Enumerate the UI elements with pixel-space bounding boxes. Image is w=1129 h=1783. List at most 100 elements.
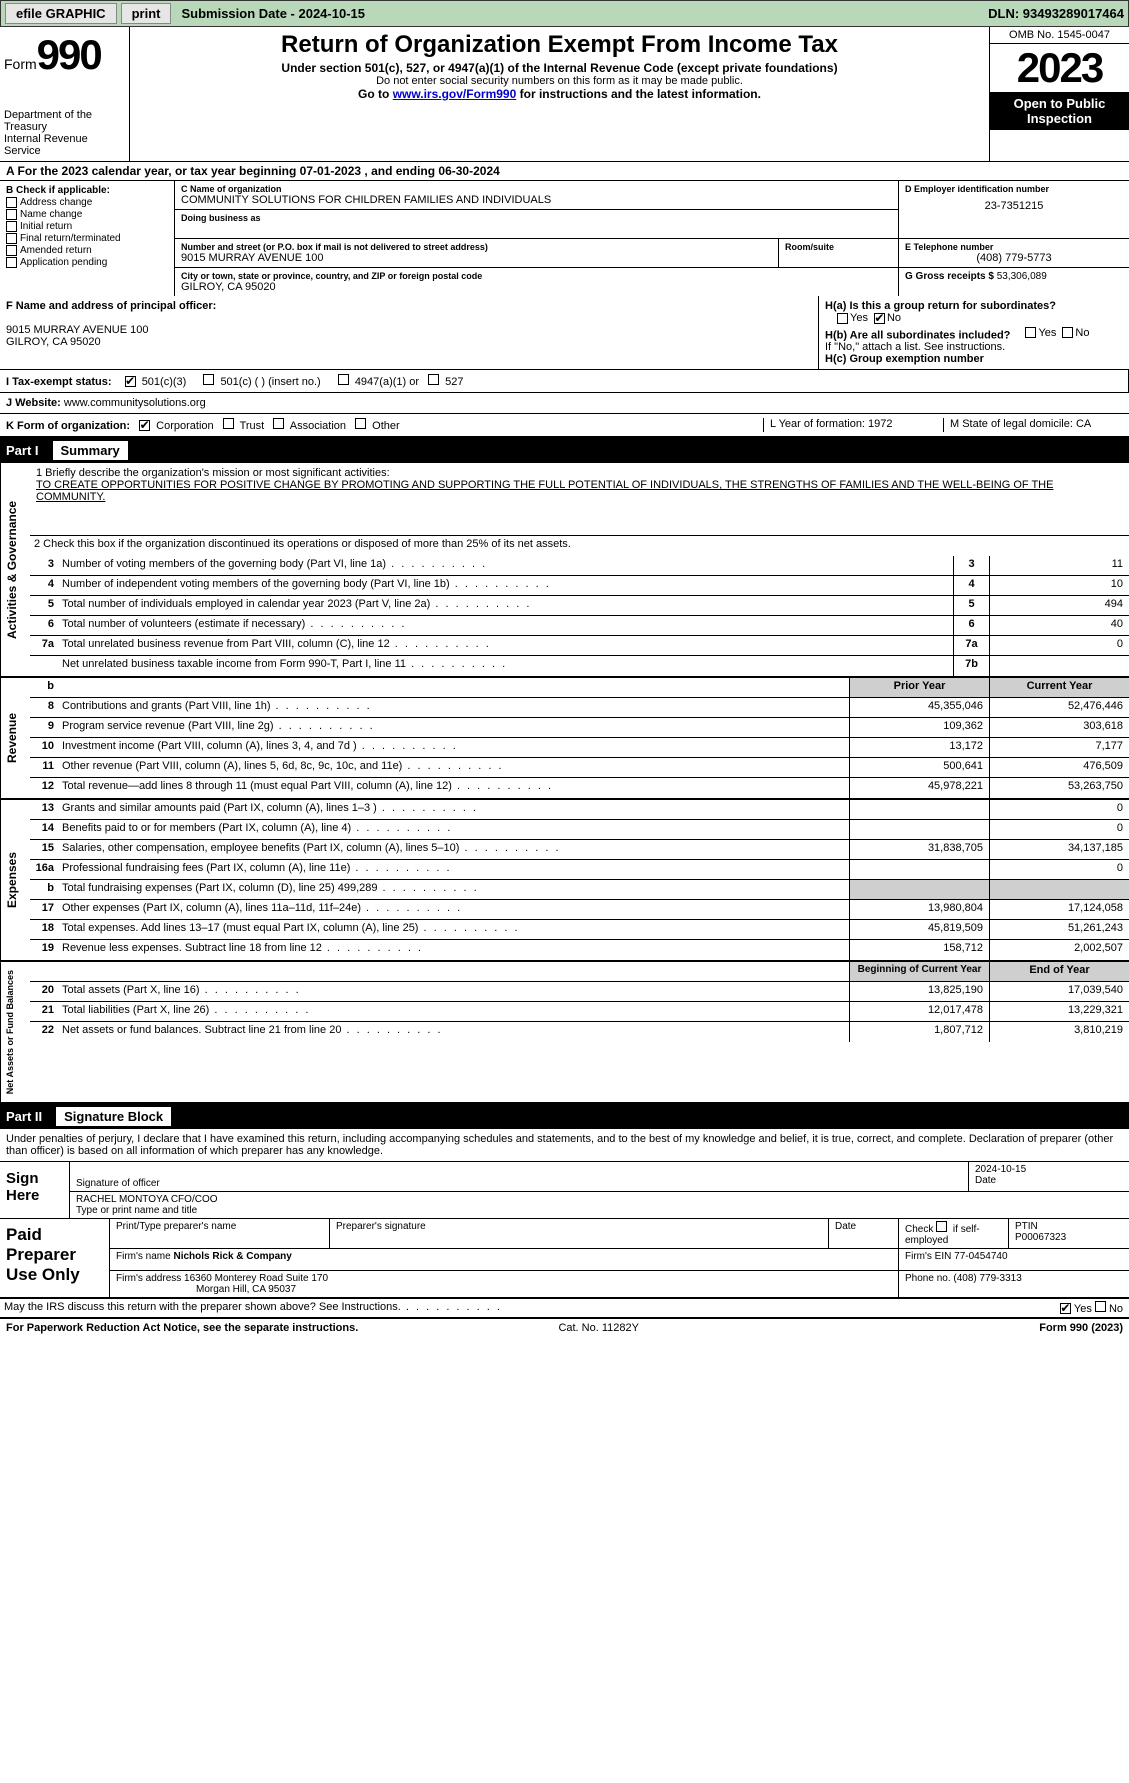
line-num: 10 xyxy=(30,738,58,757)
chk-trust[interactable] xyxy=(223,418,234,429)
gross-receipts-value: 53,306,089 xyxy=(997,271,1047,282)
mission-text: TO CREATE OPPORTUNITIES FOR POSITIVE CHA… xyxy=(36,479,1123,503)
line-num: 11 xyxy=(30,758,58,777)
line-num: 7a xyxy=(30,636,58,655)
current-year-value: 34,137,185 xyxy=(989,840,1129,859)
prior-year-value: 109,362 xyxy=(849,718,989,737)
firm-name-label: Firm's name xyxy=(116,1251,173,1262)
line-num: 12 xyxy=(30,778,58,798)
firm-addr2: Morgan Hill, CA 95037 xyxy=(116,1284,892,1295)
discuss-no[interactable] xyxy=(1095,1301,1106,1312)
top-toolbar: efile GRAPHIC print Submission Date - 20… xyxy=(0,0,1129,27)
current-year-value: 13,229,321 xyxy=(989,1002,1129,1021)
tax-status-label: I Tax-exempt status: xyxy=(6,376,112,388)
hb-note: If "No," attach a list. See instructions… xyxy=(825,341,1123,353)
current-year-value: 303,618 xyxy=(989,718,1129,737)
paid-preparer-label: Paid Preparer Use Only xyxy=(0,1219,110,1297)
line-2: 2 Check this box if the organization dis… xyxy=(30,536,1129,556)
current-year-value: 0 xyxy=(989,800,1129,819)
phone-value: (408) 779-5773 xyxy=(905,252,1123,264)
form-title: Return of Organization Exempt From Incom… xyxy=(136,31,983,59)
firm-addr1: 16360 Monterey Road Suite 170 xyxy=(184,1273,328,1284)
check-b-label: B Check if applicable: xyxy=(6,185,168,196)
row-f-h: F Name and address of principal officer:… xyxy=(0,296,1129,370)
form-footer: Form 990 (2023) xyxy=(1039,1322,1123,1334)
chk-final-return[interactable] xyxy=(6,233,17,244)
line-desc: Investment income (Part VIII, column (A)… xyxy=(58,738,849,757)
line-num: 17 xyxy=(30,900,58,919)
line-num: b xyxy=(30,880,58,899)
line-desc: Other revenue (Part VIII, column (A), li… xyxy=(58,758,849,777)
line-num: 6 xyxy=(30,616,58,635)
prior-year-value: 13,980,804 xyxy=(849,900,989,919)
prior-year-value xyxy=(849,860,989,879)
submission-date: Submission Date - 2024-10-15 xyxy=(181,6,365,21)
irs-label: Internal Revenue Service xyxy=(4,133,125,157)
prior-year-value: 31,838,705 xyxy=(849,840,989,859)
ptin-label: PTIN xyxy=(1015,1221,1123,1232)
line-num: 22 xyxy=(30,1022,58,1042)
current-year-value: 2,002,507 xyxy=(989,940,1129,960)
firm-ein: 77-0454740 xyxy=(954,1251,1007,1262)
print-button[interactable]: print xyxy=(121,3,172,24)
chk-initial-return[interactable] xyxy=(6,221,17,232)
line-desc: Total number of individuals employed in … xyxy=(58,596,953,615)
ha-no[interactable] xyxy=(874,313,885,324)
officer-name-label: Type or print name and title xyxy=(76,1205,1123,1216)
line-box: 7a xyxy=(953,636,989,655)
current-year-value: 3,810,219 xyxy=(989,1022,1129,1042)
line-num: 4 xyxy=(30,576,58,595)
line-desc: Benefits paid to or for members (Part IX… xyxy=(58,820,849,839)
irs-link[interactable]: www.irs.gov/Form990 xyxy=(393,87,517,101)
line-value: 11 xyxy=(989,556,1129,575)
state-domicile: M State of legal domicile: CA xyxy=(943,418,1123,432)
prior-year-value: 12,017,478 xyxy=(849,1002,989,1021)
chk-assoc[interactable] xyxy=(273,418,284,429)
line-desc: Number of voting members of the governin… xyxy=(58,556,953,575)
ln-b: b xyxy=(30,678,58,697)
current-year-value: 52,476,446 xyxy=(989,698,1129,717)
chk-self-employed[interactable] xyxy=(936,1221,947,1232)
chk-address-change[interactable] xyxy=(6,197,17,208)
form-subtitle-3: Go to www.irs.gov/Form990 for instructio… xyxy=(136,87,983,101)
line-desc: Contributions and grants (Part VIII, lin… xyxy=(58,698,849,717)
line-desc: Program service revenue (Part VIII, line… xyxy=(58,718,849,737)
officer-name: RACHEL MONTOYA CFO/COO xyxy=(76,1194,1123,1205)
chk-501c[interactable] xyxy=(203,374,214,385)
cat-no: Cat. No. 11282Y xyxy=(558,1322,639,1334)
prior-year-value xyxy=(849,880,989,899)
chk-other[interactable] xyxy=(355,418,366,429)
efile-button[interactable]: efile GRAPHIC xyxy=(5,3,117,24)
chk-corp[interactable] xyxy=(139,420,150,431)
website-value: www.communitysolutions.org xyxy=(64,397,206,409)
chk-name-change[interactable] xyxy=(6,209,17,220)
line-num: 3 xyxy=(30,556,58,575)
prior-year-value: 45,819,509 xyxy=(849,920,989,939)
line-num: 19 xyxy=(30,940,58,960)
chk-app-pending[interactable] xyxy=(6,257,17,268)
current-year-value: 0 xyxy=(989,860,1129,879)
line-box: 7b xyxy=(953,656,989,676)
chk-501c3[interactable] xyxy=(125,376,136,387)
vtab-governance: Activities & Governance xyxy=(0,463,30,676)
current-year-value xyxy=(989,880,1129,899)
line-box: 6 xyxy=(953,616,989,635)
vtab-net-assets: Net Assets or Fund Balances xyxy=(0,962,30,1102)
dba-label: Doing business as xyxy=(181,213,892,223)
form-subtitle-1: Under section 501(c), 527, or 4947(a)(1)… xyxy=(136,61,983,75)
prior-year-value: 1,807,712 xyxy=(849,1022,989,1042)
chk-527[interactable] xyxy=(428,374,439,385)
prior-year-hdr: Prior Year xyxy=(849,678,989,697)
ein-label: D Employer identification number xyxy=(905,184,1123,194)
chk-4947[interactable] xyxy=(338,374,349,385)
line-box: 5 xyxy=(953,596,989,615)
line-value: 494 xyxy=(989,596,1129,615)
ha-yes[interactable] xyxy=(837,313,848,324)
row-a-tax-year: A For the 2023 calendar year, or tax yea… xyxy=(0,162,1129,181)
hb-yes[interactable] xyxy=(1025,327,1036,338)
hb-no[interactable] xyxy=(1062,327,1073,338)
addr-value: 9015 MURRAY AVENUE 100 xyxy=(181,252,772,264)
discuss-yes[interactable] xyxy=(1060,1303,1071,1314)
line-value: 10 xyxy=(989,576,1129,595)
chk-amended[interactable] xyxy=(6,245,17,256)
